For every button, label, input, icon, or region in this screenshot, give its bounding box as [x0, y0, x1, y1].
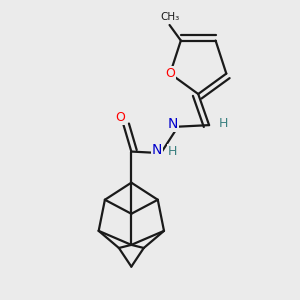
Text: O: O — [165, 67, 175, 80]
Text: H: H — [218, 117, 228, 130]
Text: CH₃: CH₃ — [160, 12, 179, 22]
Text: O: O — [116, 111, 125, 124]
Text: H: H — [168, 145, 177, 158]
Text: N: N — [167, 117, 178, 131]
Text: N: N — [152, 143, 162, 157]
